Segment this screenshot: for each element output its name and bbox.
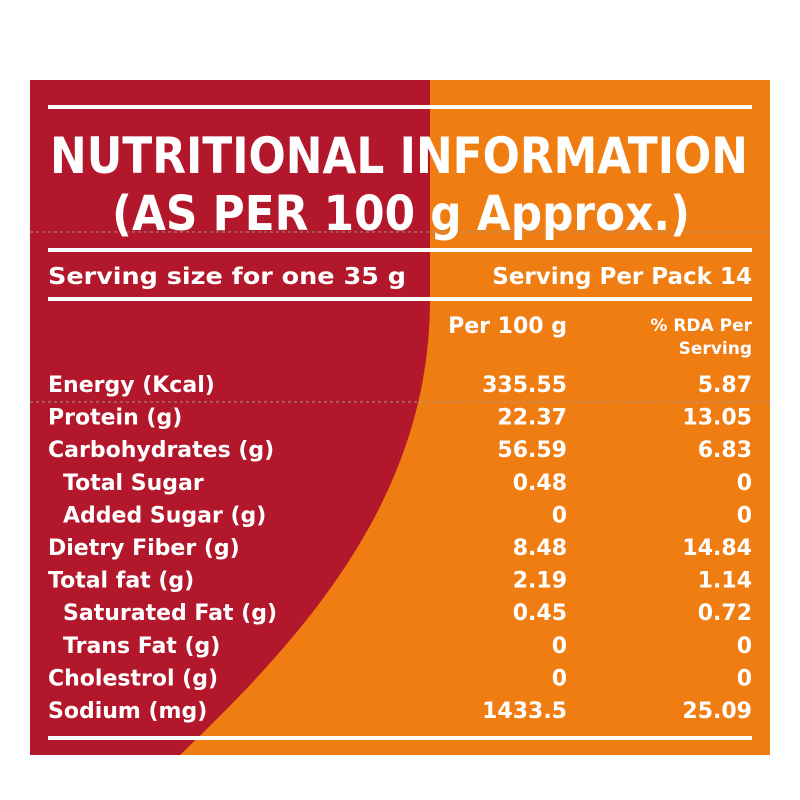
column-header: Serving xyxy=(679,339,752,359)
row-label: Cholestrol (g) xyxy=(48,666,218,691)
per-100g: 0.45 xyxy=(513,601,567,626)
serving-per-pack: Serving Per Pack 14 xyxy=(492,264,752,290)
title: NUTRITIONAL INFORMATION xyxy=(50,127,748,185)
per-100g: 1433.5 xyxy=(482,699,567,724)
rda: 0 xyxy=(737,634,752,659)
row-label: Carbohydrates (g) xyxy=(48,438,274,463)
per-100g: 0.48 xyxy=(513,471,567,496)
rda: 1.14 xyxy=(698,569,752,594)
rda: 25.09 xyxy=(682,699,752,724)
row-label: Total Sugar xyxy=(63,471,204,496)
rda: 0 xyxy=(737,666,752,691)
row-label: Total fat (g) xyxy=(48,569,194,594)
per-100g: 8.48 xyxy=(513,536,567,561)
rda: 6.83 xyxy=(698,438,752,463)
row-label: Sodium (mg) xyxy=(48,699,207,724)
per-100g: 0 xyxy=(552,634,567,659)
rda: 0.72 xyxy=(698,601,752,626)
rda: 0 xyxy=(737,471,752,496)
rda: 0 xyxy=(737,503,752,528)
row-label: Protein (g) xyxy=(48,406,182,431)
column-header: Per 100 g xyxy=(448,314,567,339)
column-header: % RDA Per xyxy=(650,316,752,336)
rda: 13.05 xyxy=(682,406,752,431)
table: Energy (Kcal) 335.55 5.87 Protein (g) 22.37 1… xyxy=(48,373,752,724)
per-100g: 22.37 xyxy=(497,406,567,431)
per-100g: 335.55 xyxy=(482,373,567,398)
row-label: Added Sugar (g) xyxy=(63,503,266,528)
title: (AS PER 100 g Approx.) xyxy=(112,186,690,242)
row-label: Trans Fat (g) xyxy=(63,634,220,659)
row-label: Energy (Kcal) xyxy=(48,373,215,398)
rda: 14.84 xyxy=(682,536,752,561)
row-label: Dietry Fiber (g) xyxy=(48,536,240,561)
serving-size: Serving size for one 35 g xyxy=(48,264,406,290)
rda: 5.87 xyxy=(698,373,752,398)
per-100g: 2.19 xyxy=(513,569,567,594)
per-100g: 56.59 xyxy=(497,438,567,463)
row-label: Saturated Fat (g) xyxy=(63,601,277,626)
per-100g: 0 xyxy=(552,503,567,528)
per-100g: 0 xyxy=(552,666,567,691)
